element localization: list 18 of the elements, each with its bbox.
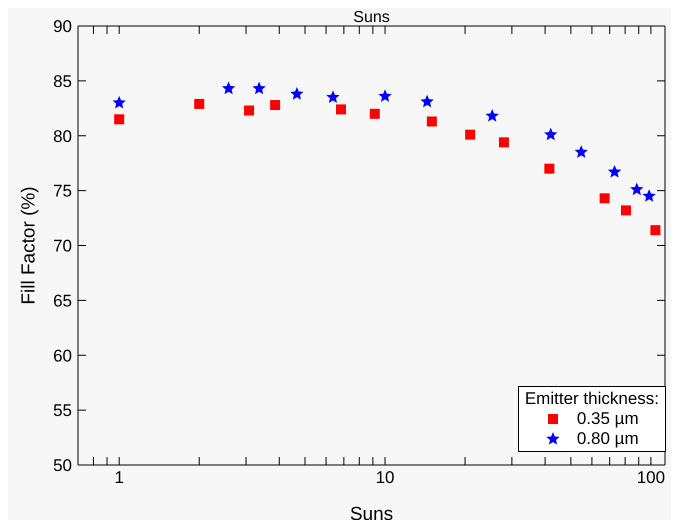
legend-label: 0.35 µm (576, 409, 639, 429)
x-tick-label: 1 (114, 468, 124, 488)
y-axis-title: Fill Factor (%) (18, 186, 40, 305)
x-tick-label: 100 (636, 468, 666, 488)
x-axis-title: Suns (350, 504, 394, 525)
y-tick-label: 80 (53, 126, 72, 146)
y-tick-label: 70 (53, 236, 72, 256)
legend-label: 0.80 µm (576, 429, 639, 449)
y-tick-label: 60 (53, 346, 72, 366)
x-tick-label: 10 (376, 468, 394, 488)
y-tick-label: 50 (53, 456, 72, 476)
y-tick-label: 90 (53, 17, 72, 36)
chart-title: Suns (353, 9, 390, 26)
y-tick-label: 65 (53, 291, 72, 310)
y-tick-label: 75 (53, 182, 72, 201)
legend-title: Emitter thickness: (524, 389, 659, 409)
y-tick-label: 55 (53, 401, 72, 420)
y-tick-label: 85 (53, 72, 72, 91)
